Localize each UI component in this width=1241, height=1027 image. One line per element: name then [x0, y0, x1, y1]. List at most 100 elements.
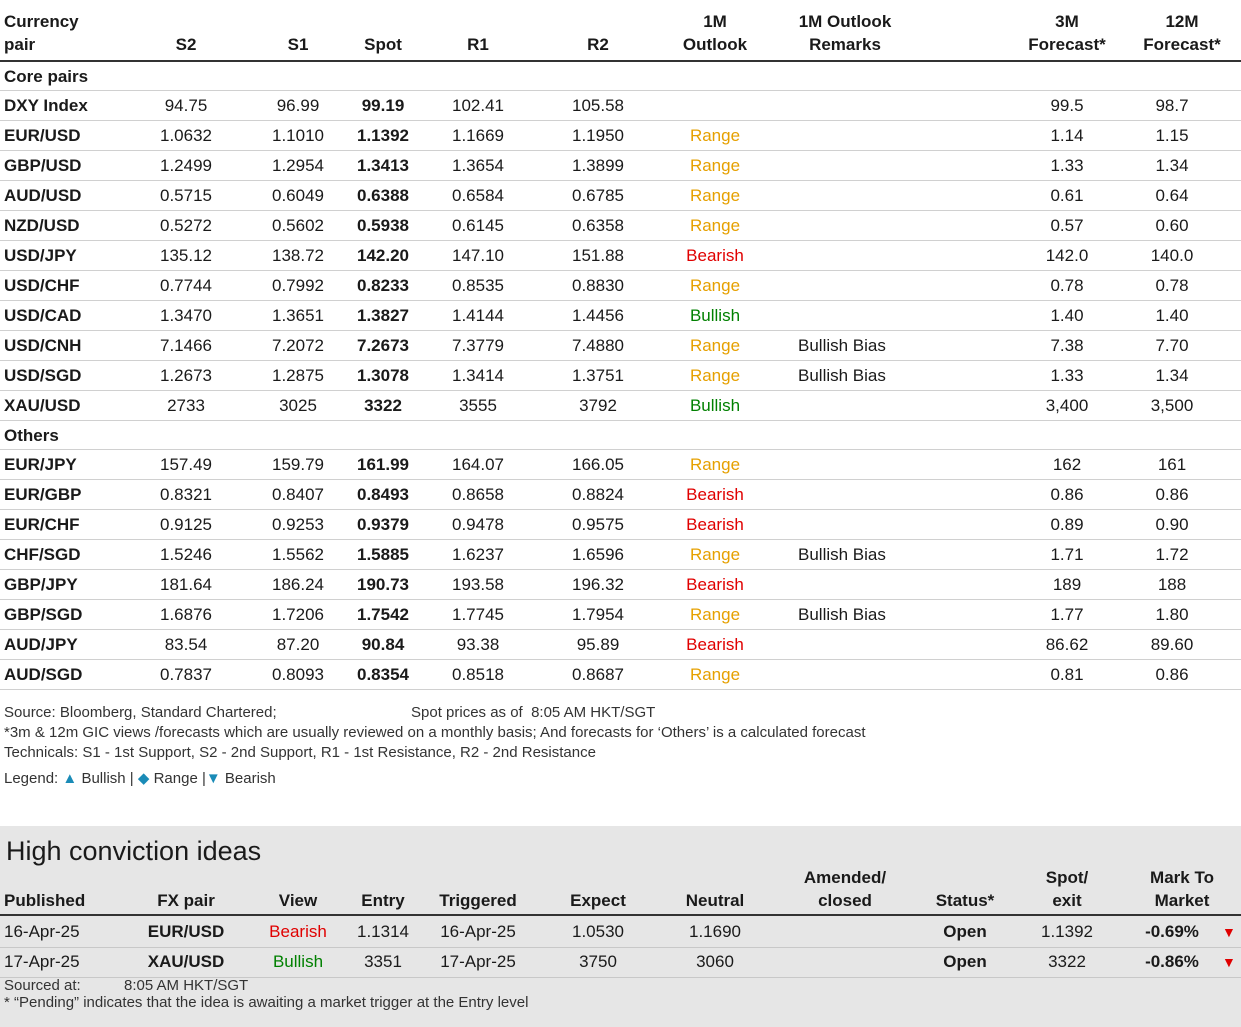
currency-pair-cell: XAU/USD: [4, 396, 81, 415]
hc-status-cell: Open: [943, 922, 987, 941]
s2-cell: 1.6876: [160, 605, 212, 624]
forecast-3m-cell: 0.61: [1050, 186, 1084, 205]
spot-cell: 1.3827: [357, 306, 409, 325]
bullish-triangle-icon: ▲: [62, 770, 78, 787]
hc-header-fx-pair: FX pair: [157, 891, 215, 910]
outlook-cell: Range: [689, 545, 741, 564]
section-header: Others: [0, 421, 1241, 450]
r1-cell: 1.6237: [452, 545, 504, 564]
forecast-12m-cell: 7.70: [1155, 336, 1189, 355]
hc-entry-cell: 1.1314: [357, 922, 409, 941]
spot-cell: 1.3078: [357, 366, 409, 385]
forecast-12m-cell: 0.86: [1155, 485, 1189, 504]
forecast-3m-cell: 1.33: [1050, 156, 1084, 175]
outlook-cell: Bullish: [689, 396, 741, 415]
header-1m-outlook: 1M Outlook: [682, 12, 748, 54]
forecast-12m-cell: 0.86: [1155, 665, 1189, 684]
outlook-cell: Range: [689, 455, 741, 474]
forecast-12m-cell: 3,500: [1150, 396, 1194, 415]
forecast-12m-cell: 1.34: [1155, 366, 1189, 385]
header-3m-forecast: 3M Forecast*: [1028, 12, 1106, 54]
r2-cell: 0.8824: [572, 485, 624, 504]
table-row: EUR/USD 1.0632 1.1010 1.1392 1.1669 1.1950 Ran…: [0, 121, 1241, 151]
r2-cell: 0.9575: [572, 515, 624, 534]
remarks-cell: Bullish Bias: [798, 605, 886, 624]
spot-cell: 3322: [364, 396, 402, 415]
forecast-3m-cell: 0.78: [1050, 276, 1084, 295]
s1-cell: 1.2954: [272, 156, 324, 175]
technicals-note: Technicals: S1 - 1st Support, S2 - 2nd S…: [4, 744, 596, 761]
forecast-3m-cell: 86.62: [1045, 635, 1089, 654]
forecast-3m-cell: 0.57: [1050, 216, 1084, 235]
currency-pair-cell: USD/CNH: [4, 336, 82, 355]
s1-cell: 0.8407: [272, 485, 324, 504]
outlook-cell: Range: [689, 665, 741, 684]
forecast-3m-cell: 3,400: [1045, 396, 1089, 415]
hc-header-expect: Expect: [570, 891, 626, 910]
hc-header-entry: Entry: [361, 891, 405, 910]
outlook-cell: Range: [689, 216, 741, 235]
s1-cell: 159.79: [272, 455, 324, 474]
r1-cell: 0.9478: [452, 515, 504, 534]
outlook-cell: Range: [689, 336, 741, 355]
r1-cell: 0.6145: [452, 216, 504, 235]
bearish-triangle-icon: ▼: [205, 770, 221, 787]
table-row: USD/CHF 0.7744 0.7992 0.8233 0.8535 0.8830 Ran…: [0, 271, 1241, 301]
down-arrow-icon: ▼: [1222, 924, 1236, 940]
header-s1: S1: [287, 35, 309, 54]
r2-cell: 95.89: [576, 635, 620, 654]
outlook-cell: Bearish: [686, 515, 744, 534]
header-s2: S2: [175, 35, 197, 54]
forecast-12m-cell: 98.7: [1155, 96, 1189, 115]
header-r2: R2: [587, 35, 609, 54]
spot-cell: 0.8493: [357, 485, 409, 504]
hc-pending-note: * “Pending” indicates that the idea is a…: [4, 994, 529, 1011]
high-conviction-panel: High conviction ideas Published FX pair …: [0, 826, 1241, 1027]
forecast-12m-cell: 0.90: [1155, 515, 1189, 534]
forecast-3m-cell: 1.33: [1050, 366, 1084, 385]
r2-cell: 166.05: [572, 455, 624, 474]
outlook-cell: Bearish: [686, 485, 744, 504]
currency-pair-cell: EUR/USD: [4, 126, 81, 145]
currency-pair-cell: USD/CHF: [4, 276, 80, 295]
hc-table-row: 17-Apr-25 XAU/USD Bullish 3351 17-Apr-25 3750…: [0, 947, 1241, 978]
currency-pair-cell: CHF/SGD: [4, 545, 81, 564]
forecast-12m-cell: 140.0: [1150, 246, 1194, 265]
outlook-cell: Range: [689, 366, 741, 385]
spot-cell: 1.7542: [357, 605, 409, 624]
s1-cell: 1.3651: [272, 306, 324, 325]
currency-pair-cell: EUR/GBP: [4, 485, 82, 504]
s2-cell: 1.5246: [160, 545, 212, 564]
forecast-12m-cell: 0.78: [1155, 276, 1189, 295]
spot-cell: 0.6388: [357, 186, 409, 205]
currency-pair-cell: EUR/JPY: [4, 455, 77, 474]
legend: Legend: ▲ Bullish | ◆ Range |▼ Bearish: [4, 770, 276, 787]
r2-cell: 1.3751: [572, 366, 624, 385]
header-r1: R1: [467, 35, 489, 54]
s1-cell: 1.7206: [272, 605, 324, 624]
hc-header-rule: [0, 914, 1241, 916]
s2-cell: 181.64: [160, 575, 212, 594]
spot-cell: 7.2673: [357, 336, 409, 355]
forecast-12m-cell: 1.40: [1155, 306, 1189, 325]
source-note: Source: Bloomberg, Standard Chartered; S…: [4, 704, 656, 721]
remarks-cell: Bullish Bias: [798, 366, 886, 385]
s1-cell: 3025: [279, 396, 317, 415]
r1-cell: 0.8658: [452, 485, 504, 504]
r1-cell: 3555: [459, 396, 497, 415]
r2-cell: 0.6785: [572, 186, 624, 205]
currency-pair-cell: USD/CAD: [4, 306, 82, 325]
outlook-cell: Range: [689, 126, 741, 145]
forecast-3m-cell: 1.40: [1050, 306, 1084, 325]
r2-cell: 0.8830: [572, 276, 624, 295]
spot-cell: 1.3413: [357, 156, 409, 175]
spot-cell: 1.1392: [357, 126, 409, 145]
s1-cell: 0.5602: [272, 216, 324, 235]
remarks-cell: Bullish Bias: [798, 336, 886, 355]
r2-cell: 1.6596: [572, 545, 624, 564]
spot-cell: 0.5938: [357, 216, 409, 235]
s1-cell: 96.99: [276, 96, 320, 115]
spot-cell: 1.5885: [357, 545, 409, 564]
s1-cell: 186.24: [272, 575, 324, 594]
r2-cell: 1.4456: [572, 306, 624, 325]
